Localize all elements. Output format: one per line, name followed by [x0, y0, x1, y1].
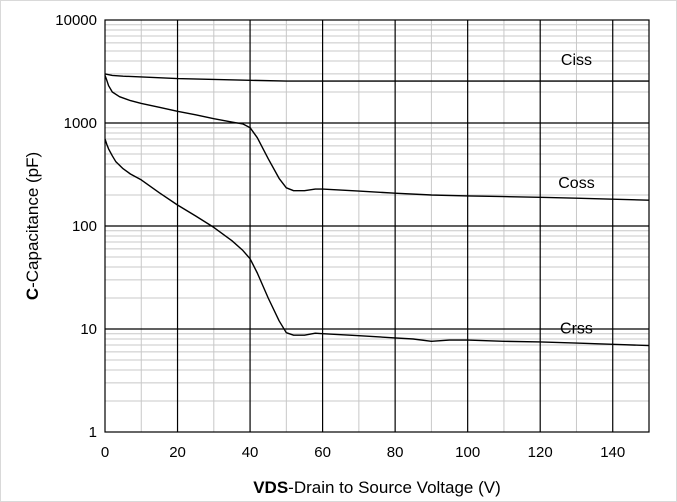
plot-area-border	[104, 19, 650, 433]
minor-grid	[105, 20, 649, 432]
series-label-crss: Crss	[560, 321, 593, 338]
x-axis-title-rest: -Drain to Source Voltage (V)	[288, 478, 501, 497]
series-line-crss	[104, 138, 650, 347]
major-grid	[105, 20, 649, 432]
series-label-ciss: Ciss	[561, 52, 592, 69]
x-tick-label: 0	[101, 444, 109, 461]
series-line-ciss	[104, 73, 649, 82]
y-tick-label: 10	[80, 321, 97, 338]
x-axis-title: VDS-Drain to Source Voltage (V)	[253, 478, 501, 497]
y-axis-title: C-Capacitance (pF)	[23, 152, 42, 300]
y-tick-label: 100	[72, 218, 97, 235]
x-tick-label: 40	[242, 444, 259, 461]
series-curves	[104, 73, 650, 347]
x-tick-label: 120	[528, 444, 553, 461]
y-axis-title-rest: -Capacitance (pF)	[23, 152, 42, 288]
x-tick-label: 20	[169, 444, 186, 461]
x-tick-label: 140	[600, 444, 625, 461]
y-tick-label: 1000	[64, 115, 97, 132]
x-axis-title-bold: VDS	[253, 478, 288, 497]
y-axis-title-bold: C	[23, 288, 42, 300]
x-tick-label: 60	[314, 444, 331, 461]
y-tick-label: 1	[89, 424, 97, 441]
series-line-coss	[104, 75, 650, 201]
x-tick-label: 100	[455, 444, 480, 461]
y-tick-label: 10000	[55, 12, 97, 29]
x-tick-labels: 0 20 40 60 80 100 120 140	[101, 444, 625, 461]
y-tick-labels: 1 10 100 1000 10000	[55, 12, 97, 441]
x-tick-label: 80	[387, 444, 404, 461]
series-label-coss: Coss	[558, 175, 594, 192]
series-labels: Ciss Coss Crss	[558, 52, 594, 337]
